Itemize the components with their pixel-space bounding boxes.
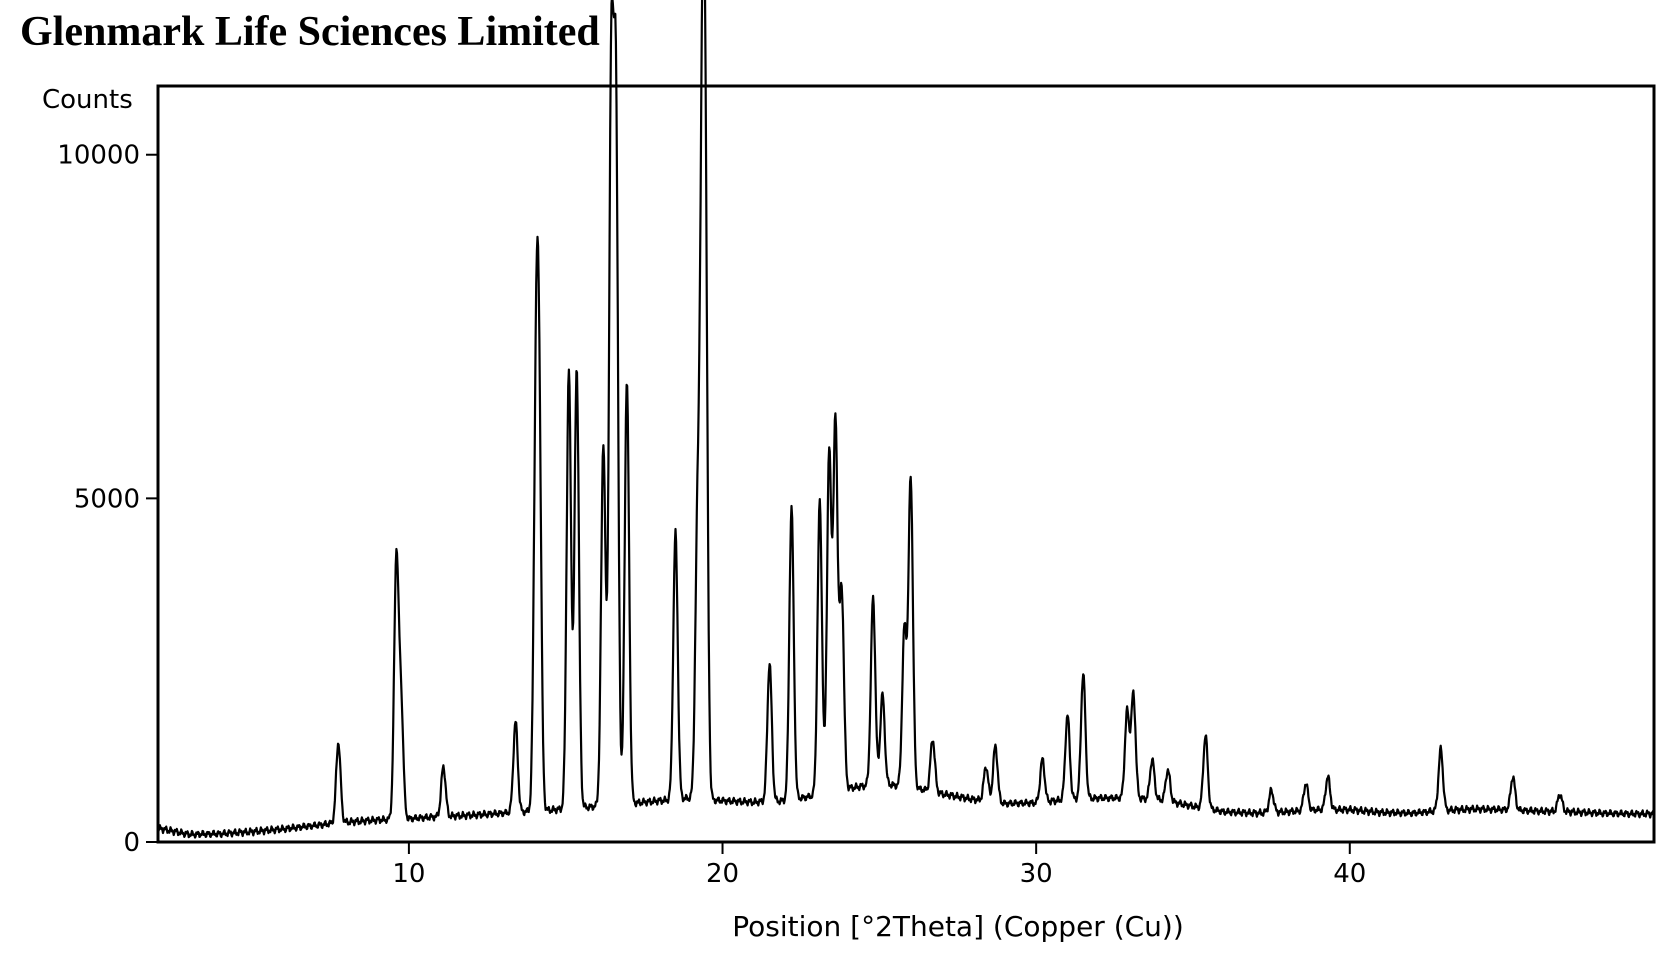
peak-point-28	[932, 738, 934, 740]
x-tick-label-20: 20	[706, 859, 739, 889]
header-title: Glenmark Life Sciences Limited	[20, 9, 600, 55]
y-tick-label-5000: 5000	[74, 484, 140, 514]
x-tick-label-10: 10	[392, 859, 425, 889]
peak-point-10	[602, 442, 604, 444]
peak-point-9	[576, 367, 578, 369]
y-tick-label-10000: 10000	[57, 141, 140, 171]
y-axis-label: Counts	[42, 85, 133, 115]
x-axis-label: Position [°2Theta] (Copper (Cu))	[732, 910, 1184, 943]
diffraction-series-line	[156, 0, 1656, 839]
x-tick-label-30: 30	[1020, 859, 1053, 889]
plot-area	[156, 0, 1656, 839]
x-tick-label-40: 40	[1333, 859, 1366, 889]
axes: 0 5000 10000 10 20 30 40	[57, 84, 1656, 889]
peak-point-13	[626, 381, 628, 383]
plot-frame	[156, 84, 1656, 844]
y-tick-label-0: 0	[123, 828, 140, 858]
